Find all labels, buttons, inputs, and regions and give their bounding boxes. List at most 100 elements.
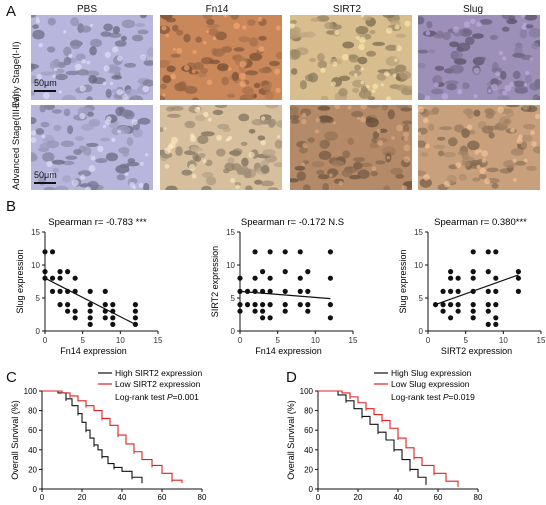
- cell-nucleus: [137, 29, 149, 35]
- panel-letter-a: A: [6, 3, 17, 20]
- data-point: [282, 302, 288, 308]
- cell-nucleus: [442, 32, 452, 40]
- panel-letter-b: B: [6, 198, 17, 215]
- cell-nucleus: [311, 161, 325, 168]
- cell-nucleus: [245, 185, 253, 190]
- cell-cytoplasm: [203, 111, 209, 118]
- cell-nucleus: [86, 111, 94, 117]
- cell-nucleus: [230, 15, 239, 20]
- data-point: [455, 275, 461, 281]
- cell-cytoplasm: [86, 60, 91, 65]
- cell-nucleus: [331, 160, 345, 167]
- cell-nucleus: [478, 173, 487, 180]
- cell-cytoplasm: [474, 150, 479, 155]
- cell-cytoplasm: [418, 106, 424, 113]
- data-point: [493, 249, 499, 255]
- cell-nucleus: [317, 105, 331, 111]
- cell-cytoplasm: [509, 81, 515, 87]
- x-tick-label: 0: [316, 493, 321, 502]
- cell-cytoplasm: [202, 40, 207, 45]
- data-point: [485, 302, 491, 308]
- cell-cytoplasm: [463, 21, 471, 28]
- data-point: [57, 288, 63, 294]
- cell-nucleus: [466, 109, 474, 119]
- cell-cytoplasm: [366, 85, 370, 89]
- y-tick-label: 80: [28, 407, 37, 416]
- cell-cytoplasm: [194, 106, 201, 113]
- data-point: [297, 275, 303, 281]
- x-tick-label: 80: [474, 493, 483, 502]
- cell-nucleus: [52, 167, 60, 173]
- x-axis-label: SIRT2 expression: [441, 346, 512, 356]
- data-point: [252, 308, 258, 314]
- cell-nucleus: [40, 121, 50, 128]
- cell-cytoplasm: [52, 74, 56, 78]
- cell-cytoplasm: [233, 22, 240, 30]
- cell-cytoplasm: [358, 43, 365, 51]
- cell-nucleus: [166, 65, 176, 73]
- cell-nucleus: [372, 41, 385, 46]
- cell-nucleus: [193, 62, 204, 70]
- cell-nucleus: [100, 137, 110, 142]
- data-point: [267, 288, 273, 294]
- cell-nucleus: [31, 90, 36, 96]
- cell-nucleus: [290, 106, 299, 115]
- cell-nucleus: [47, 17, 56, 26]
- cell-nucleus: [178, 81, 187, 92]
- cell-nucleus: [43, 186, 56, 190]
- cell-nucleus: [491, 182, 499, 189]
- data-point: [305, 302, 311, 308]
- cell-cytoplasm: [404, 20, 411, 27]
- cell-nucleus: [42, 152, 55, 162]
- cell-cytoplasm: [112, 46, 119, 53]
- data-point: [49, 288, 56, 294]
- cell-nucleus: [80, 123, 94, 131]
- cell-nucleus: [520, 54, 533, 61]
- y-tick-label: 15: [414, 228, 423, 237]
- data-point: [282, 269, 288, 275]
- cell-cytoplasm: [403, 136, 409, 142]
- scatter-title: Spearman r= -0.783 ***: [48, 217, 147, 228]
- cell-nucleus: [394, 64, 407, 73]
- cell-nucleus: [438, 150, 445, 157]
- x-tick-label: 15: [537, 336, 546, 345]
- cell-nucleus: [322, 182, 329, 190]
- cell-cytoplasm: [315, 117, 321, 123]
- y-tick-label: 100: [300, 387, 314, 396]
- cell-nucleus: [372, 131, 380, 139]
- cell-nucleus: [357, 56, 368, 65]
- cell-cytoplasm: [124, 172, 129, 176]
- x-tick-label: 15: [154, 336, 163, 345]
- cell-nucleus: [226, 93, 236, 98]
- data-point: [470, 315, 476, 321]
- cell-nucleus: [246, 89, 255, 100]
- cell-nucleus: [247, 19, 256, 26]
- cell-nucleus: [338, 75, 351, 82]
- ihc-texture: [418, 105, 540, 190]
- cell-nucleus: [387, 68, 398, 75]
- cell-cytoplasm: [510, 127, 515, 133]
- cell-nucleus: [62, 160, 75, 166]
- cell-nucleus: [317, 53, 325, 62]
- data-point: [297, 302, 303, 308]
- cell-nucleus: [395, 173, 405, 179]
- cell-cytoplasm: [386, 156, 390, 160]
- cell-cytoplasm: [164, 164, 170, 169]
- cell-nucleus: [121, 19, 136, 29]
- cell-cytoplasm: [338, 180, 343, 186]
- y-tick-label: 0: [231, 327, 236, 336]
- col-label-pbs: PBS: [76, 4, 97, 15]
- cell-nucleus: [532, 146, 540, 154]
- cell-nucleus: [88, 75, 98, 84]
- cell-cytoplasm: [320, 67, 326, 73]
- cell-nucleus: [385, 44, 399, 51]
- cell-cytoplasm: [484, 178, 491, 185]
- y-tick-label: 10: [414, 261, 423, 270]
- legend-label: Low SIRT2 expression: [115, 379, 201, 389]
- data-point: [42, 249, 48, 255]
- cell-nucleus: [264, 90, 275, 100]
- data-point: [132, 302, 138, 308]
- ihc-image-slug-advanced: [418, 105, 540, 190]
- cell-nucleus: [316, 169, 325, 175]
- cell-cytoplasm: [441, 93, 449, 100]
